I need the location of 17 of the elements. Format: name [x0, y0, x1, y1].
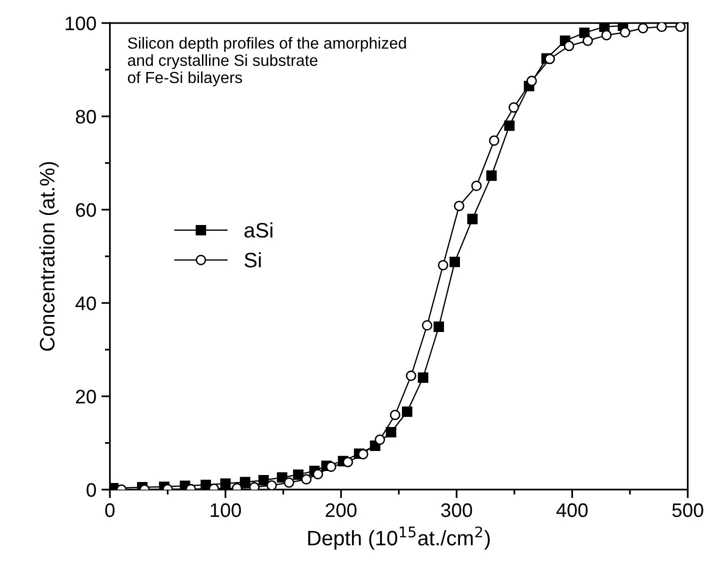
x-tick-label: 0	[105, 503, 115, 518]
x-tick-label: 100	[210, 503, 241, 518]
x-tick-label: 200	[326, 503, 356, 518]
annotation: Silicon depth profiles of the amorphized and crystalline Si substrate of Fe-Si bilayers	[128, 37, 406, 86]
y-tick-label: 0	[86, 483, 96, 497]
x-axis-title: Depth (10$^{15}$at./cm$^{2}$)	[308, 526, 490, 550]
y-tick-label: 100	[66, 16, 96, 30]
y-tick-label: 60	[76, 203, 96, 217]
legend-label: aSi	[244, 222, 272, 238]
x-tick-label: 300	[441, 503, 472, 518]
y-tick-label: 40	[76, 296, 96, 310]
y-axis-title: Concentration (at.%)	[39, 162, 59, 351]
x-tick-label: 400	[556, 503, 588, 518]
x-tick-label: 500	[672, 503, 704, 518]
legend-label: Si	[244, 252, 261, 268]
y-tick-label: 80	[76, 110, 96, 124]
y-tick-label: 20	[76, 390, 96, 404]
